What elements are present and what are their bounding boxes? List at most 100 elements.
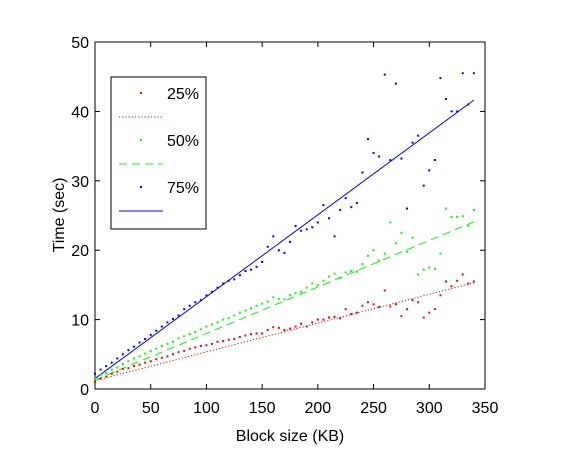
- data-point-50pct: [277, 297, 280, 300]
- data-point-75pct: [110, 361, 113, 364]
- data-point-25pct: [250, 333, 252, 336]
- data-point-50pct: [211, 323, 213, 326]
- data-point-25pct: [233, 338, 236, 341]
- data-point-50pct: [450, 215, 453, 218]
- legend-marker-75pct: [140, 186, 142, 188]
- data-point-50pct: [433, 267, 436, 270]
- data-point-25pct: [422, 316, 425, 319]
- legend-marker-25pct: [140, 92, 142, 94]
- fit-line-25pct: [94, 282, 474, 382]
- data-point-75pct: [272, 235, 275, 238]
- data-point-25pct: [361, 304, 364, 307]
- data-point-25pct: [261, 332, 264, 335]
- data-point-25pct: [199, 344, 202, 347]
- data-point-75pct: [194, 301, 197, 304]
- data-point-75pct: [300, 229, 303, 232]
- data-point-25pct: [272, 326, 275, 329]
- data-point-50pct: [445, 207, 447, 210]
- data-point-75pct: [238, 274, 241, 277]
- data-point-50pct: [316, 283, 319, 286]
- data-point-50pct: [127, 360, 130, 363]
- data-point-25pct: [300, 322, 303, 325]
- data-point-25pct: [400, 315, 403, 318]
- data-point-75pct: [211, 290, 213, 293]
- y-axis-label: Time (sec): [51, 178, 68, 253]
- data-point-75pct: [227, 279, 230, 282]
- legend-marker-50pct: [140, 139, 142, 141]
- data-point-50pct: [461, 215, 464, 218]
- data-point-25pct: [389, 305, 392, 308]
- data-point-25pct: [433, 308, 436, 311]
- data-point-50pct: [339, 276, 342, 279]
- data-point-50pct: [294, 292, 297, 295]
- data-point-25pct: [372, 303, 375, 306]
- y-tick-label: 10: [71, 313, 89, 330]
- x-axis-label: Block size (KB): [236, 428, 344, 445]
- data-point-75pct: [277, 249, 280, 252]
- data-point-50pct: [177, 337, 180, 340]
- data-point-75pct: [138, 341, 141, 344]
- data-point-25pct: [289, 327, 291, 330]
- data-point-75pct: [149, 333, 152, 336]
- data-point-75pct: [289, 240, 291, 243]
- fit-lines: [94, 99, 475, 382]
- data-point-75pct: [361, 171, 364, 174]
- data-point-50pct: [389, 221, 392, 224]
- data-point-50pct: [378, 259, 381, 262]
- x-axis-ticks: 0 50 100 150 200 250 300 350: [91, 42, 498, 417]
- data-point-25pct: [266, 329, 269, 332]
- data-point-25pct: [99, 377, 102, 380]
- data-point-75pct: [383, 73, 386, 76]
- data-point-50pct: [133, 357, 135, 360]
- legend-label-25pct: 25%: [167, 86, 199, 103]
- data-point-25pct: [255, 332, 258, 335]
- data-point-75pct: [394, 82, 397, 85]
- data-point-25pct: [121, 367, 124, 370]
- data-point-50pct: [406, 250, 408, 253]
- data-point-75pct: [127, 349, 130, 352]
- data-point-25pct: [328, 316, 330, 319]
- data-point-25pct: [367, 301, 369, 304]
- data-point-25pct: [322, 318, 325, 321]
- data-point-75pct: [439, 77, 442, 80]
- data-point-25pct: [472, 280, 475, 283]
- data-point-75pct: [311, 226, 314, 229]
- data-point-75pct: [99, 368, 102, 371]
- data-point-75pct: [294, 224, 297, 227]
- data-point-75pct: [316, 221, 319, 224]
- data-point-25pct: [394, 303, 397, 306]
- y-tick-label: 40: [71, 104, 89, 121]
- data-point-25pct: [155, 358, 158, 361]
- data-point-50pct: [411, 236, 414, 239]
- data-point-25pct: [94, 381, 96, 384]
- data-point-50pct: [244, 309, 247, 312]
- legend-items: 25% 50% 75%: [119, 86, 199, 212]
- data-point-75pct: [417, 134, 420, 137]
- x-tick-label: 50: [142, 400, 160, 417]
- data-point-75pct: [400, 157, 403, 160]
- data-point-50pct: [238, 311, 241, 314]
- x-tick-label: 250: [360, 400, 387, 417]
- data-point-50pct: [300, 290, 303, 293]
- data-point-50pct: [205, 325, 208, 328]
- data-point-25pct: [450, 285, 453, 288]
- data-point-50pct: [467, 224, 470, 227]
- x-tick-label: 200: [305, 400, 332, 417]
- data-point-75pct: [411, 141, 414, 144]
- data-point-50pct: [333, 272, 336, 275]
- data-point-75pct: [205, 294, 208, 297]
- data-point-25pct: [417, 301, 420, 304]
- data-point-75pct: [222, 282, 225, 285]
- data-point-75pct: [244, 270, 247, 273]
- data-point-25pct: [467, 282, 470, 285]
- data-point-25pct: [305, 325, 308, 328]
- data-point-25pct: [211, 342, 213, 345]
- data-point-75pct: [255, 265, 258, 268]
- data-point-50pct: [222, 318, 225, 321]
- data-points: [94, 72, 475, 384]
- data-point-25pct: [238, 335, 241, 338]
- data-point-75pct: [305, 228, 308, 231]
- data-point-50pct: [367, 254, 369, 257]
- data-point-50pct: [255, 304, 258, 307]
- data-point-75pct: [450, 110, 453, 113]
